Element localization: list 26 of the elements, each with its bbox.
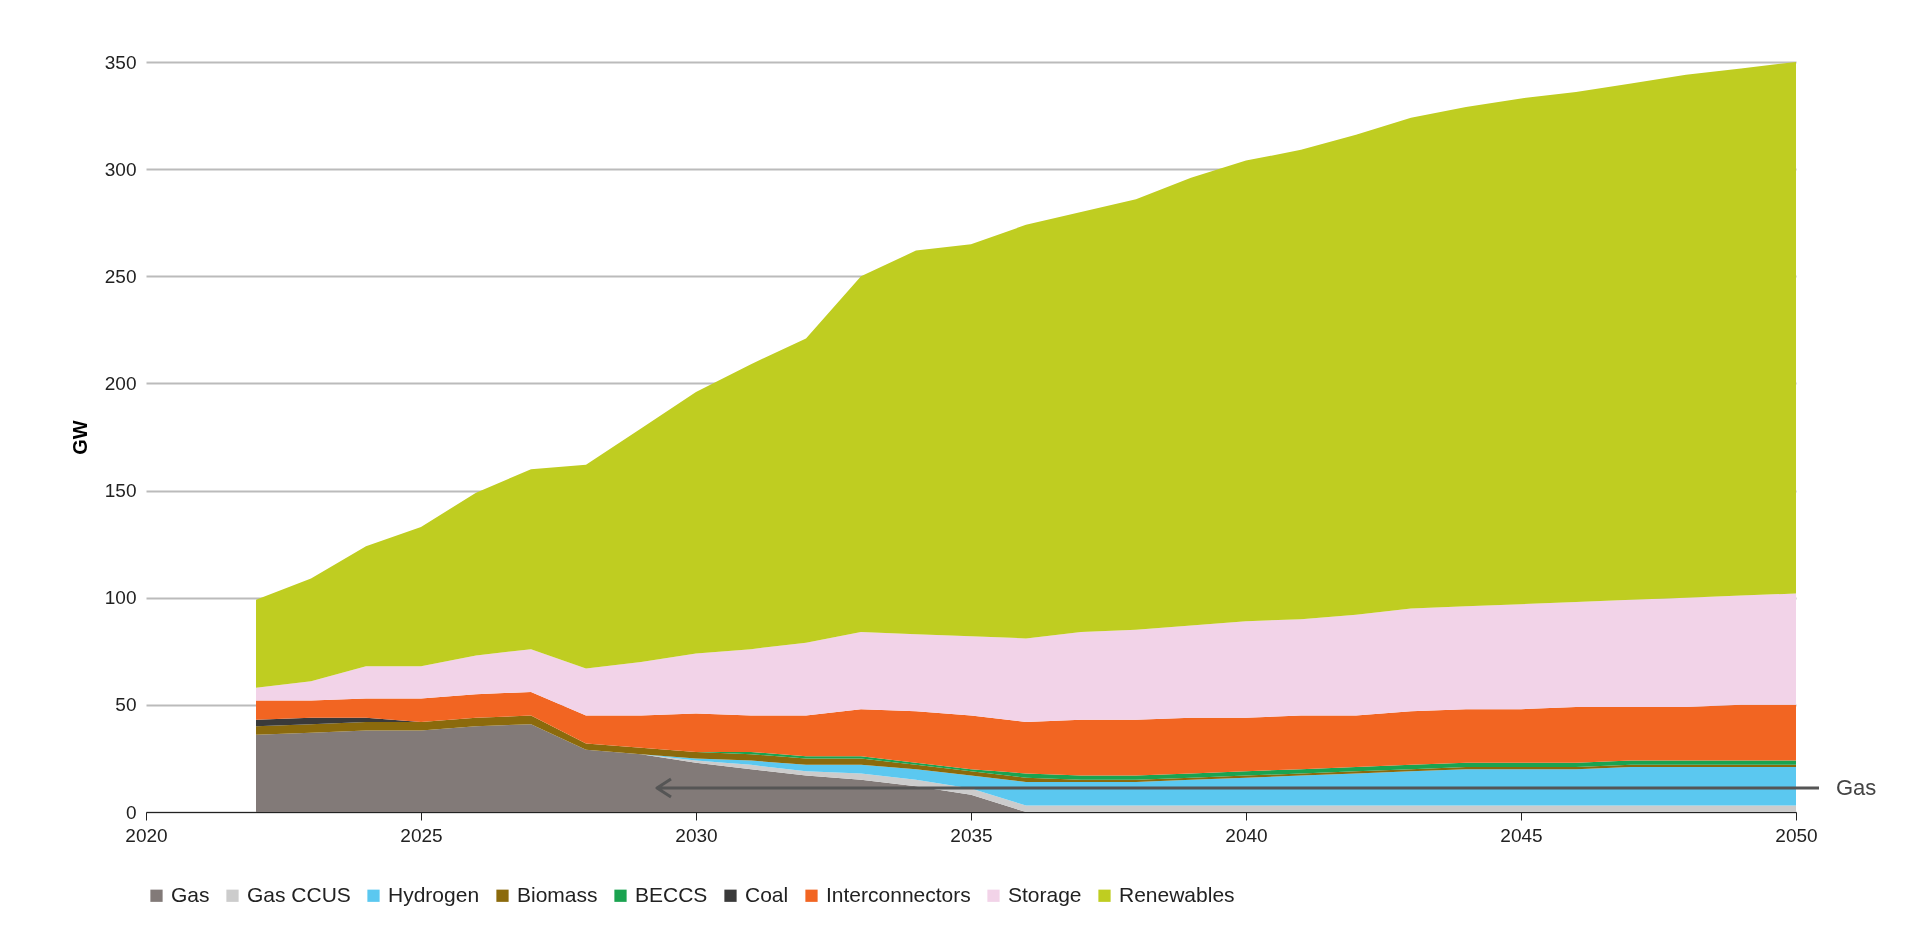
y-tick-label: 250 — [104, 265, 137, 287]
legend-label: Storage — [1008, 882, 1082, 906]
x-tick-label: 2030 — [675, 824, 718, 846]
y-tick-label: 350 — [104, 51, 137, 73]
x-tick-label: 2040 — [1225, 824, 1268, 846]
legend-label: Coal — [745, 882, 789, 906]
x-tick-label: 2050 — [1775, 824, 1818, 846]
y-tick-label: 200 — [104, 372, 137, 394]
y-tick-label: 300 — [104, 158, 137, 180]
x-tick-label: 2045 — [1500, 824, 1543, 846]
y-axis-title: GW — [68, 420, 91, 455]
x-tick-label: 2025 — [400, 824, 443, 846]
legend-label: Biomass — [517, 882, 598, 906]
legend-label: Hydrogen — [388, 882, 480, 906]
legend-label: Gas — [171, 882, 210, 906]
x-tick-label: 2035 — [950, 824, 993, 846]
text: Gas — [1836, 775, 1877, 800]
y-tick-label: 0 — [125, 801, 137, 823]
legend-label: Renewables — [1119, 882, 1235, 906]
x-tick-label: 2020 — [125, 824, 168, 846]
y-tick-label: 100 — [104, 587, 137, 609]
legend-label: Gas CCUS — [247, 882, 351, 906]
legend-label: BECCS — [635, 882, 708, 906]
y-tick-label: 150 — [104, 480, 137, 502]
legend-label: Interconnectors — [826, 882, 971, 906]
y-tick-label: 50 — [115, 694, 137, 716]
